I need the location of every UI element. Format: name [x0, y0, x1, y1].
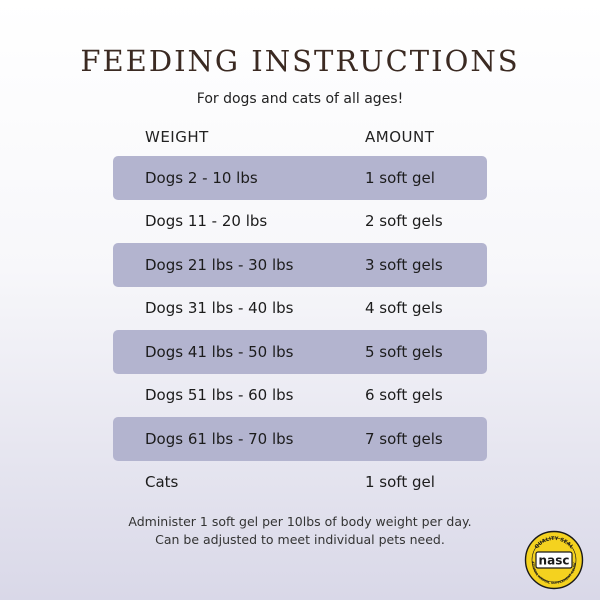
page-title: FEEDING INSTRUCTIONS — [80, 44, 520, 78]
amount-cell: 3 soft gels — [365, 255, 443, 274]
weight-cell: Dogs 21 lbs - 30 lbs — [145, 255, 294, 274]
seal-logo-text: nasc — [539, 554, 570, 568]
weight-column-header: WEIGHT — [145, 128, 209, 146]
table-row: Dogs 2 - 10 lbs 1 soft gel — [113, 156, 487, 200]
weight-cell: Dogs 11 - 20 lbs — [145, 212, 268, 231]
weight-cell: Dogs 31 lbs - 40 lbs — [145, 299, 294, 318]
amount-cell: 2 soft gels — [365, 212, 443, 231]
table-row: Dogs 51 lbs - 60 lbs 6 soft gels — [113, 374, 487, 418]
amount-cell: 1 soft gel — [365, 168, 435, 187]
table-row: Dogs 21 lbs - 30 lbs 3 soft gels — [113, 243, 487, 287]
amount-cell: 5 soft gels — [365, 342, 443, 361]
amount-cell: 1 soft gel — [365, 473, 435, 492]
amount-cell: 6 soft gels — [365, 386, 443, 405]
table-row: Dogs 61 lbs - 70 lbs 7 soft gels — [113, 417, 487, 461]
feeding-table: Dogs 2 - 10 lbs 1 soft gel Dogs 11 - 20 … — [113, 156, 487, 504]
weight-cell: Dogs 51 lbs - 60 lbs — [145, 386, 294, 405]
table-row: Dogs 11 - 20 lbs 2 soft gels — [113, 200, 487, 244]
amount-column-header: AMOUNT — [365, 128, 435, 146]
amount-cell: 7 soft gels — [365, 429, 443, 448]
weight-cell: Dogs 2 - 10 lbs — [145, 168, 258, 187]
table-row: Cats 1 soft gel — [113, 461, 487, 505]
table-row: Dogs 31 lbs - 40 lbs 4 soft gels — [113, 287, 487, 331]
weight-cell: Cats — [145, 473, 179, 492]
dosage-note-line-2: Can be adjusted to meet individual pets … — [155, 532, 445, 547]
nasc-quality-seal-icon: QUALITY SEAL NATIONAL ANIMAL SUPPLEMENT … — [524, 530, 584, 590]
page-subtitle: For dogs and cats of all ages! — [196, 91, 404, 107]
dosage-note: Administer 1 soft gel per 10lbs of body … — [0, 513, 600, 549]
amount-cell: 4 soft gels — [365, 299, 443, 318]
table-row: Dogs 41 lbs - 50 lbs 5 soft gels — [113, 330, 487, 374]
weight-cell: Dogs 41 lbs - 50 lbs — [145, 342, 294, 361]
dosage-note-line-1: Administer 1 soft gel per 10lbs of body … — [128, 514, 472, 529]
weight-cell: Dogs 61 lbs - 70 lbs — [145, 429, 294, 448]
